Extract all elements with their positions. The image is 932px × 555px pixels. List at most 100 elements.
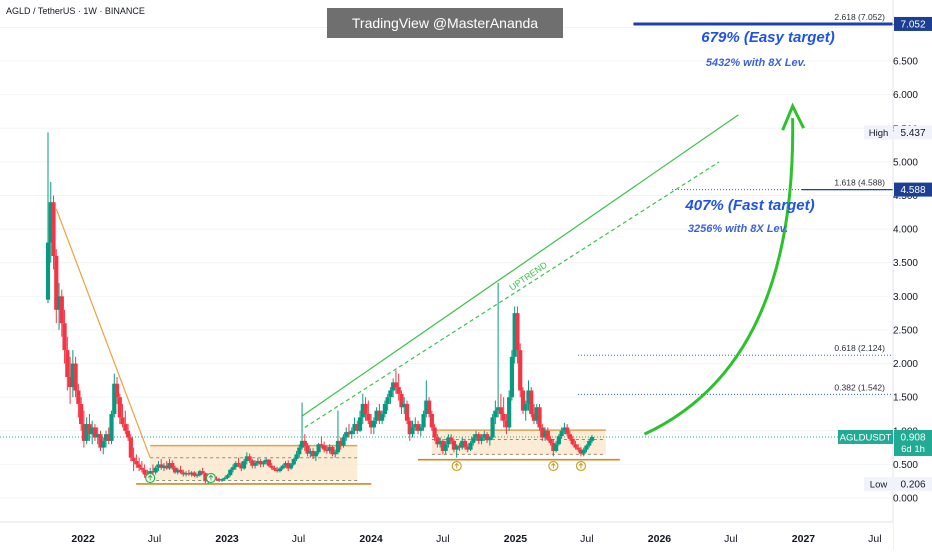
candle-body	[341, 437, 346, 446]
y-tick-label: 3.500	[893, 258, 918, 269]
candle-body	[261, 462, 266, 465]
candle	[272, 465, 277, 472]
candle	[578, 446, 584, 457]
price-tag	[894, 16, 932, 31]
candle-body	[228, 469, 233, 476]
candle	[573, 440, 578, 450]
candle-body	[181, 472, 186, 475]
candle	[471, 434, 476, 446]
candle	[589, 434, 595, 443]
candle	[476, 432, 481, 445]
candle	[189, 471, 194, 477]
candle-body	[244, 456, 249, 462]
candle-body	[396, 387, 401, 394]
candle	[98, 430, 103, 451]
candle-body	[551, 442, 556, 451]
candle	[222, 476, 227, 481]
candle-body	[134, 461, 139, 465]
candle-body	[322, 445, 327, 450]
candle	[418, 424, 423, 437]
candle	[73, 356, 78, 398]
candle	[545, 427, 550, 441]
candle-body	[473, 434, 479, 438]
candle-body	[308, 450, 313, 454]
candle	[327, 444, 332, 454]
candle-body	[460, 440, 465, 448]
x-tick-label: 2022	[71, 533, 95, 545]
candle-body	[380, 413, 385, 421]
candle-body	[103, 434, 109, 441]
candle-body	[233, 463, 238, 468]
candle	[410, 420, 415, 438]
candle-body	[338, 440, 343, 446]
candle-body	[374, 410, 379, 421]
candle-body	[76, 390, 81, 404]
candle-body	[67, 377, 73, 388]
candle	[512, 306, 517, 364]
candle	[70, 350, 75, 398]
candle	[421, 410, 426, 431]
candle	[275, 467, 280, 473]
candle-body	[156, 464, 161, 468]
candle	[529, 387, 534, 418]
y-tick-label: 2.500	[893, 325, 918, 336]
candle	[399, 390, 404, 414]
growth-arrow-curve	[643, 118, 795, 436]
candle	[426, 397, 432, 418]
candle	[473, 430, 479, 441]
candle	[316, 442, 321, 455]
candle	[109, 410, 114, 445]
candle	[438, 437, 443, 448]
candle	[197, 469, 202, 477]
candle-body	[305, 445, 310, 454]
candle	[125, 424, 131, 441]
candle-body	[468, 442, 473, 450]
uptrend-dashed-line	[304, 161, 720, 428]
candle-body	[355, 424, 360, 431]
candle-body	[324, 449, 330, 451]
watermark: TradingView @MasterAnanda	[327, 8, 563, 38]
candle-body	[335, 440, 341, 453]
candle	[540, 424, 545, 441]
candle	[446, 434, 451, 448]
low-marker-icon	[451, 460, 462, 472]
candle	[415, 420, 421, 435]
candle	[200, 467, 205, 475]
candle-body	[402, 403, 407, 408]
candle-body	[443, 444, 448, 451]
candle-body	[128, 437, 133, 458]
candle-body	[562, 427, 567, 431]
candle	[310, 448, 316, 460]
symbol-header: AGLD / TetherUS · 1W · BINANCE	[6, 6, 145, 16]
candle-body	[352, 424, 357, 431]
price-tag-text: 5.437	[900, 128, 925, 139]
candle-body	[247, 456, 252, 461]
candle-body	[360, 403, 365, 418]
candle	[551, 438, 556, 457]
y-tick-label: 5.000	[893, 157, 918, 168]
marker-arrow	[578, 462, 584, 469]
candle	[388, 387, 393, 404]
candle-body	[203, 473, 208, 482]
fib-label: 1.618 (4.588)	[834, 178, 885, 188]
candle-body	[496, 407, 501, 411]
candle	[195, 473, 200, 478]
candle-body	[512, 313, 517, 357]
candle	[424, 380, 429, 418]
candle	[380, 410, 385, 425]
candle-body	[310, 450, 316, 457]
fib-label: 2.618 (7.052)	[834, 12, 885, 22]
candle	[391, 378, 396, 398]
candle-body	[81, 424, 86, 441]
candle	[236, 457, 241, 468]
candle	[504, 413, 509, 435]
x-tick-label: Jul	[436, 533, 449, 545]
candle-body	[482, 434, 487, 438]
candle	[335, 410, 341, 455]
candle-body	[73, 363, 78, 391]
y-tick-label: 4.000	[893, 225, 918, 236]
candle	[534, 403, 539, 425]
candle-body	[275, 469, 280, 472]
